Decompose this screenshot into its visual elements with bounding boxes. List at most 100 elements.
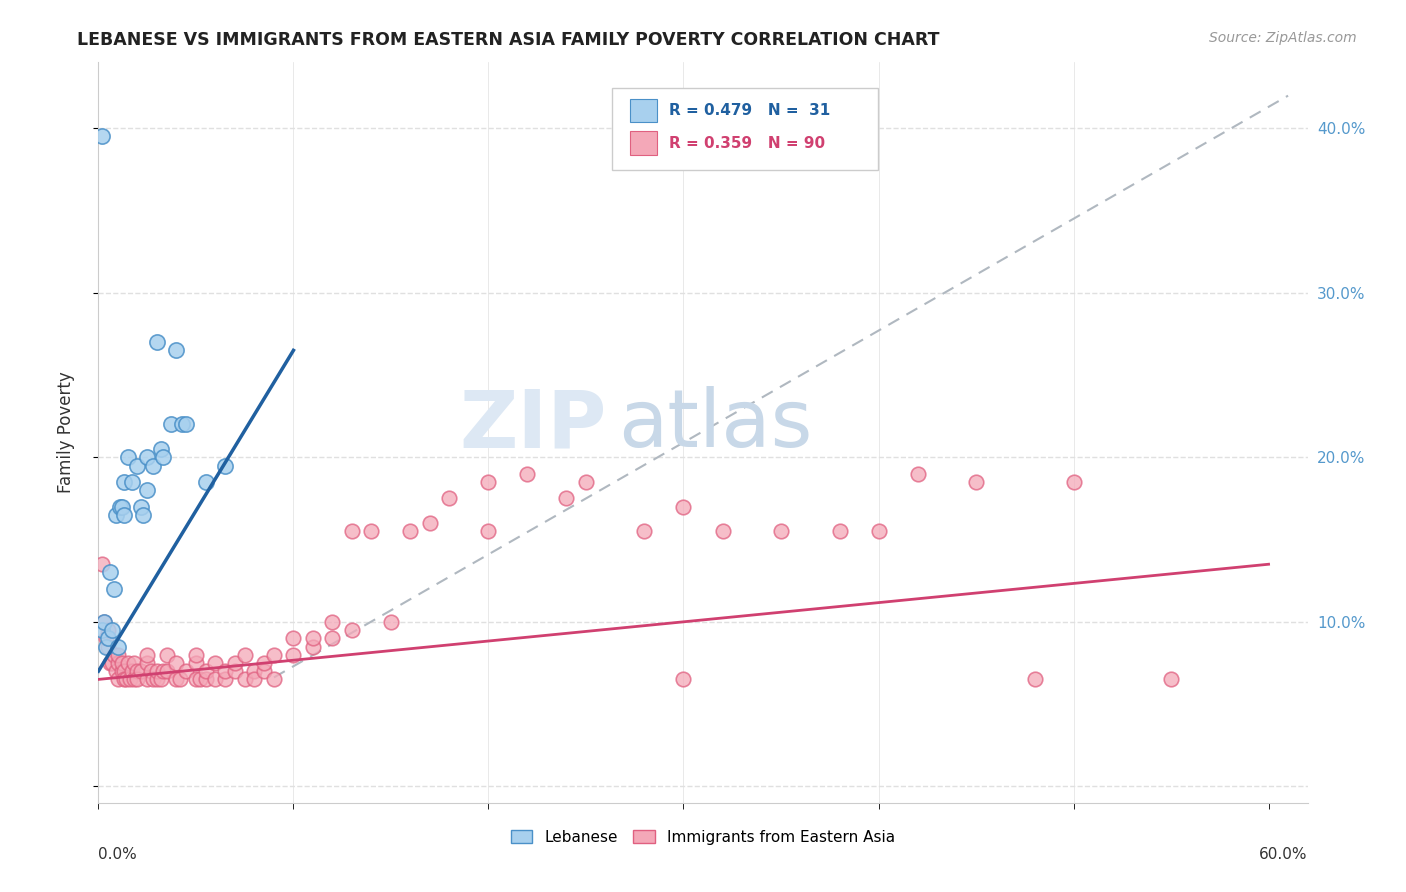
Point <box>1160 673 1182 687</box>
Point <box>91 558 114 572</box>
Text: R = 0.359   N = 90: R = 0.359 N = 90 <box>669 136 825 151</box>
Point <box>184 648 207 662</box>
Point <box>132 508 155 522</box>
Point <box>152 664 174 678</box>
Point <box>127 458 149 473</box>
Point <box>672 500 695 514</box>
Point <box>114 673 136 687</box>
Point <box>184 673 207 687</box>
Point <box>111 656 134 670</box>
Text: Source: ZipAtlas.com: Source: ZipAtlas.com <box>1209 31 1357 45</box>
Point <box>131 664 153 678</box>
Point <box>121 664 143 678</box>
Point <box>233 673 256 687</box>
Point <box>194 673 217 687</box>
Point <box>169 673 191 687</box>
Point <box>165 673 187 687</box>
Text: ZIP: ZIP <box>458 386 606 464</box>
Point <box>439 491 461 506</box>
Point <box>152 450 174 465</box>
Point <box>98 656 121 670</box>
Point <box>263 673 285 687</box>
Point <box>104 664 127 678</box>
Point <box>188 673 211 687</box>
Point <box>96 640 118 654</box>
Text: atlas: atlas <box>619 386 813 464</box>
Point <box>1024 673 1046 687</box>
Point <box>253 656 276 670</box>
Point <box>156 664 179 678</box>
Point <box>104 508 127 522</box>
Point <box>112 475 135 489</box>
Point <box>96 632 118 646</box>
Point <box>828 524 851 539</box>
Point <box>1063 475 1085 489</box>
Point <box>149 673 172 687</box>
Point <box>321 615 343 629</box>
Point <box>340 524 363 539</box>
Point <box>477 475 499 489</box>
Point <box>97 632 120 646</box>
Point <box>122 656 145 670</box>
Point <box>111 664 134 678</box>
Point <box>98 566 121 580</box>
Bar <box>630 99 657 122</box>
Point <box>97 640 120 654</box>
Point <box>136 483 159 498</box>
Point <box>769 524 792 539</box>
Point <box>127 673 149 687</box>
Point <box>142 673 165 687</box>
Point <box>111 500 134 514</box>
Bar <box>630 131 657 155</box>
Point <box>136 648 159 662</box>
Point <box>146 335 169 350</box>
Point <box>575 475 598 489</box>
Point <box>204 656 226 670</box>
Point <box>172 417 194 432</box>
Point <box>136 656 159 670</box>
Point <box>136 450 159 465</box>
Point <box>97 623 120 637</box>
Point <box>149 442 172 456</box>
Point <box>233 648 256 662</box>
Point <box>122 673 145 687</box>
Point <box>156 648 179 662</box>
Legend: Lebanese, Immigrants from Eastern Asia: Lebanese, Immigrants from Eastern Asia <box>505 823 901 851</box>
Point <box>263 648 285 662</box>
Point <box>672 673 695 687</box>
Point <box>139 664 162 678</box>
Point <box>204 673 226 687</box>
Point <box>107 673 129 687</box>
Point <box>214 673 236 687</box>
Point <box>101 656 124 670</box>
Point <box>224 656 246 670</box>
Point <box>283 648 305 662</box>
Point <box>711 524 734 539</box>
Text: 60.0%: 60.0% <box>1260 847 1308 863</box>
Point <box>117 656 139 670</box>
Point <box>360 524 382 539</box>
Point <box>907 467 929 481</box>
Point <box>302 640 325 654</box>
Point <box>103 648 125 662</box>
Point <box>103 582 125 596</box>
Point <box>380 615 402 629</box>
Point <box>165 343 187 358</box>
Point <box>117 450 139 465</box>
Point <box>194 664 217 678</box>
Point <box>174 417 197 432</box>
Point <box>340 623 363 637</box>
Point <box>93 615 115 629</box>
FancyBboxPatch shape <box>613 88 879 169</box>
Point <box>283 632 305 646</box>
Point <box>516 467 538 481</box>
Point <box>121 475 143 489</box>
Point <box>302 632 325 646</box>
Point <box>868 524 890 539</box>
Point <box>224 664 246 678</box>
Point <box>159 417 181 432</box>
Point <box>477 524 499 539</box>
Point <box>112 664 135 678</box>
Y-axis label: Family Poverty: Family Poverty <box>56 372 75 493</box>
Point <box>633 524 655 539</box>
